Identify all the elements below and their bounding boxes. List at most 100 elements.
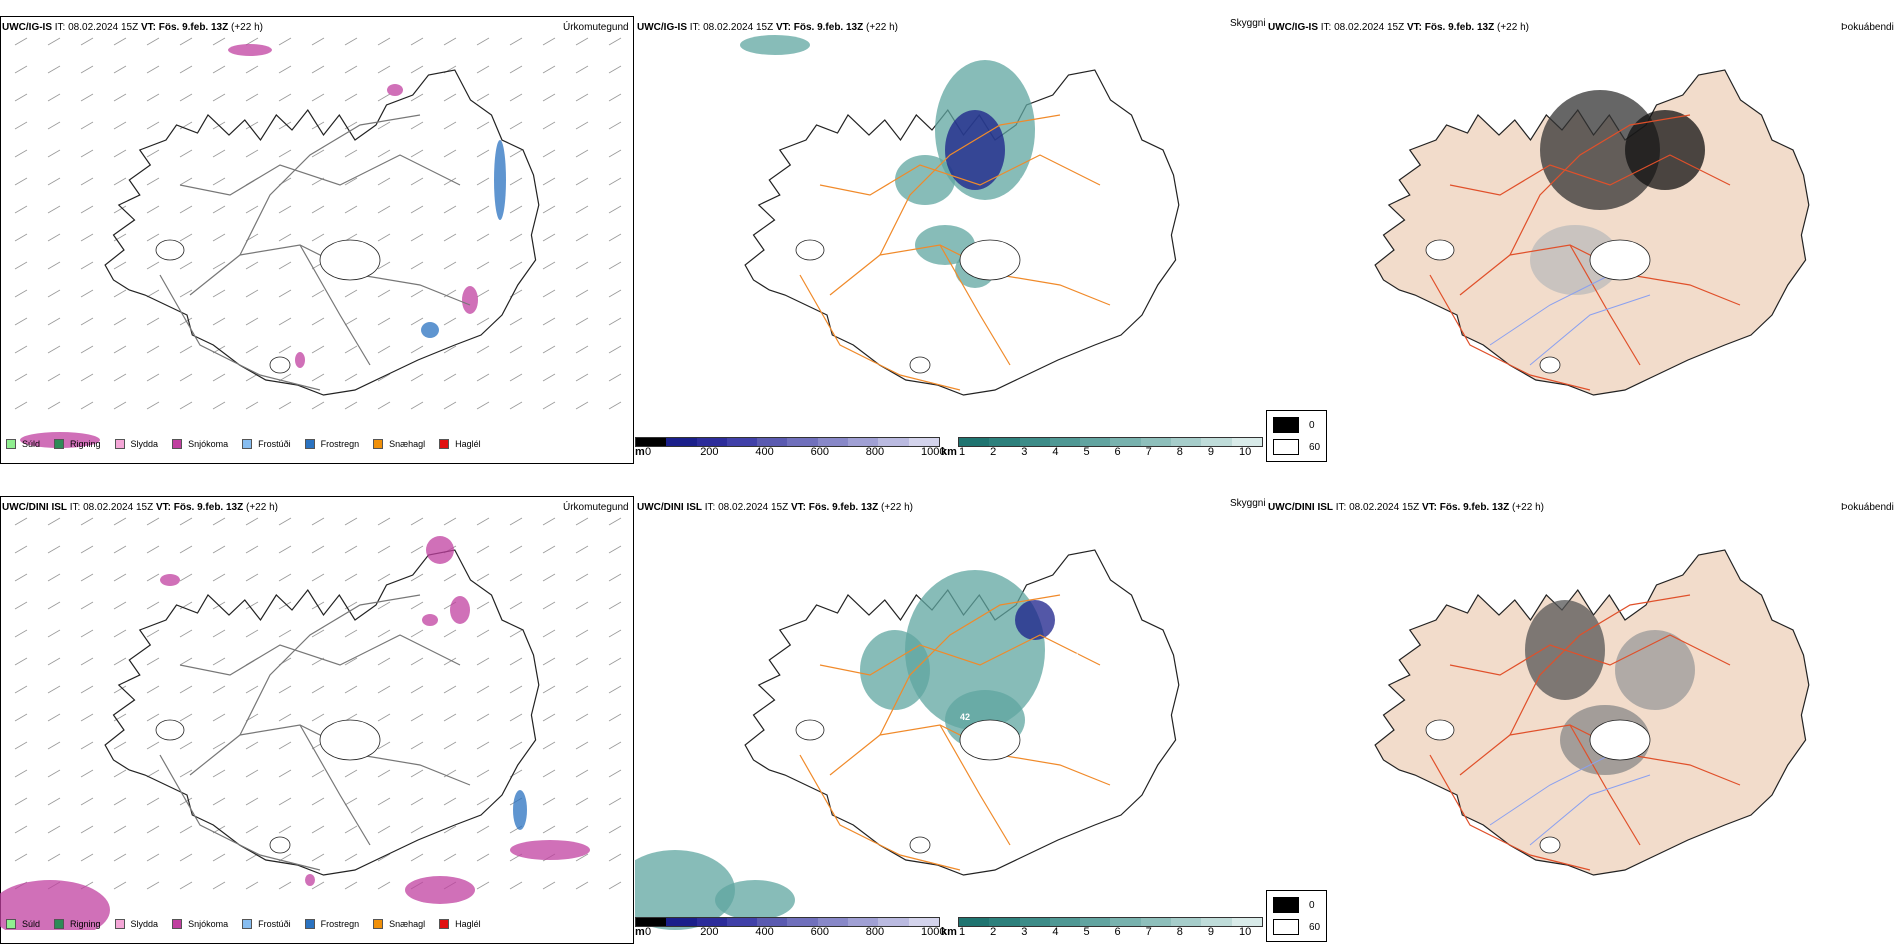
legend-item: Snæhagl — [373, 439, 425, 449]
legend-label: Frostregn — [320, 919, 360, 929]
wind-barb — [146, 289, 160, 298]
colorbar-segment — [959, 438, 990, 446]
wind-barb — [245, 401, 259, 410]
wind-barb — [344, 401, 358, 410]
wind-barb — [146, 713, 160, 722]
colorbar-tick-label: 200 — [700, 926, 719, 938]
wind-barb — [608, 205, 622, 214]
wind-barb — [278, 545, 292, 554]
wind-barb — [608, 573, 622, 582]
wind-barb — [575, 345, 589, 354]
wind-barb — [179, 769, 193, 778]
wind-barb — [311, 629, 325, 638]
wind-barb — [245, 769, 259, 778]
wind-barb — [443, 121, 457, 130]
wind-barb — [410, 713, 424, 722]
weather-field-area — [1625, 110, 1705, 190]
fog-legend-row: 0 — [1273, 417, 1320, 433]
legend-item: Frostúði — [242, 919, 291, 929]
wind-barb — [344, 825, 358, 834]
wind-barb — [212, 149, 226, 158]
wind-barb — [278, 233, 292, 242]
wind-barb — [344, 65, 358, 74]
wind-barb — [608, 741, 622, 750]
weather-field-area — [450, 596, 470, 624]
wind-barb — [146, 65, 160, 74]
ceiling-value-label: 25 — [1040, 682, 1050, 692]
wind-barb — [113, 289, 127, 298]
iceland-map-outline: 777 — [740, 35, 1180, 396]
wind-barb — [311, 93, 325, 102]
wind-barb — [113, 93, 127, 102]
model-name: UWC/DINI ISL — [1268, 502, 1333, 513]
wind-barb — [212, 853, 226, 862]
wind-barb — [80, 769, 94, 778]
legend-swatch — [114, 919, 125, 929]
wind-barb — [311, 401, 325, 410]
wind-barb — [575, 853, 589, 862]
wind-barb — [179, 713, 193, 722]
legend-label: Frostúði — [258, 439, 291, 449]
wind-barb — [146, 345, 160, 354]
legend-label: Súld — [22, 439, 41, 449]
wind-barb — [47, 853, 61, 862]
colorbar-segment — [636, 438, 667, 446]
wind-barb — [542, 65, 556, 74]
weather-field-area — [1615, 630, 1695, 710]
legend-swatch — [172, 439, 183, 449]
it-value: 08.02.2024 15Z — [718, 502, 789, 513]
wind-barb — [410, 177, 424, 186]
legend-swatch — [439, 439, 450, 449]
weather-field-area — [635, 850, 735, 930]
weather-field-area — [1530, 225, 1620, 295]
wind-barb — [542, 401, 556, 410]
weather-field-area — [1540, 90, 1660, 210]
wind-barb — [146, 177, 160, 186]
wind-barb — [80, 373, 94, 382]
legend-item: Snæhagl — [373, 919, 425, 929]
vt-value: Fös. 9.feb. 13Z — [173, 502, 244, 513]
glacier-outline — [795, 239, 825, 261]
colorbar-segment — [1201, 438, 1232, 446]
wind-barb — [80, 797, 94, 806]
wind-barb — [14, 741, 28, 750]
wind-barb — [542, 685, 556, 694]
wind-barb — [575, 685, 589, 694]
wind-barb — [80, 517, 94, 526]
wind-barb — [311, 37, 325, 46]
wind-barb — [410, 797, 424, 806]
wind-barb — [608, 797, 622, 806]
glacier-outline — [155, 719, 185, 741]
wind-barb — [443, 853, 457, 862]
wind-barb — [608, 121, 622, 130]
colorbar-tick-label: 7 — [1145, 926, 1152, 938]
wind-barb — [212, 65, 226, 74]
wind-barb — [113, 345, 127, 354]
wind-barb — [542, 233, 556, 242]
wind-barb — [410, 825, 424, 834]
colorbar-tick-label: 2 — [990, 926, 997, 938]
vt-value: Fös. 9.feb. 13Z — [1439, 502, 1510, 513]
wind-barb — [14, 545, 28, 554]
wind-barb — [278, 797, 292, 806]
wind-barb — [476, 629, 490, 638]
ceiling-value-label: 431 — [1110, 617, 1125, 627]
legend-item: Frostregn — [304, 439, 359, 449]
wind-barb — [80, 177, 94, 186]
wind-barb — [47, 401, 61, 410]
colorbar-tick-label: 2 — [990, 446, 997, 458]
wind-barb — [542, 149, 556, 158]
wind-barb — [278, 205, 292, 214]
wind-barb — [575, 65, 589, 74]
weather-field-area — [494, 140, 506, 220]
wind-barb — [344, 205, 358, 214]
wind-barb — [278, 65, 292, 74]
colorbar-segment — [848, 918, 879, 926]
weather-field-area — [945, 110, 1005, 190]
wind-barb — [47, 317, 61, 326]
wind-barb — [608, 601, 622, 610]
legend-label: Rigning — [70, 439, 101, 449]
wind-barb — [278, 93, 292, 102]
fog-legend-row: 60 — [1273, 919, 1320, 935]
wind-barb — [443, 573, 457, 582]
